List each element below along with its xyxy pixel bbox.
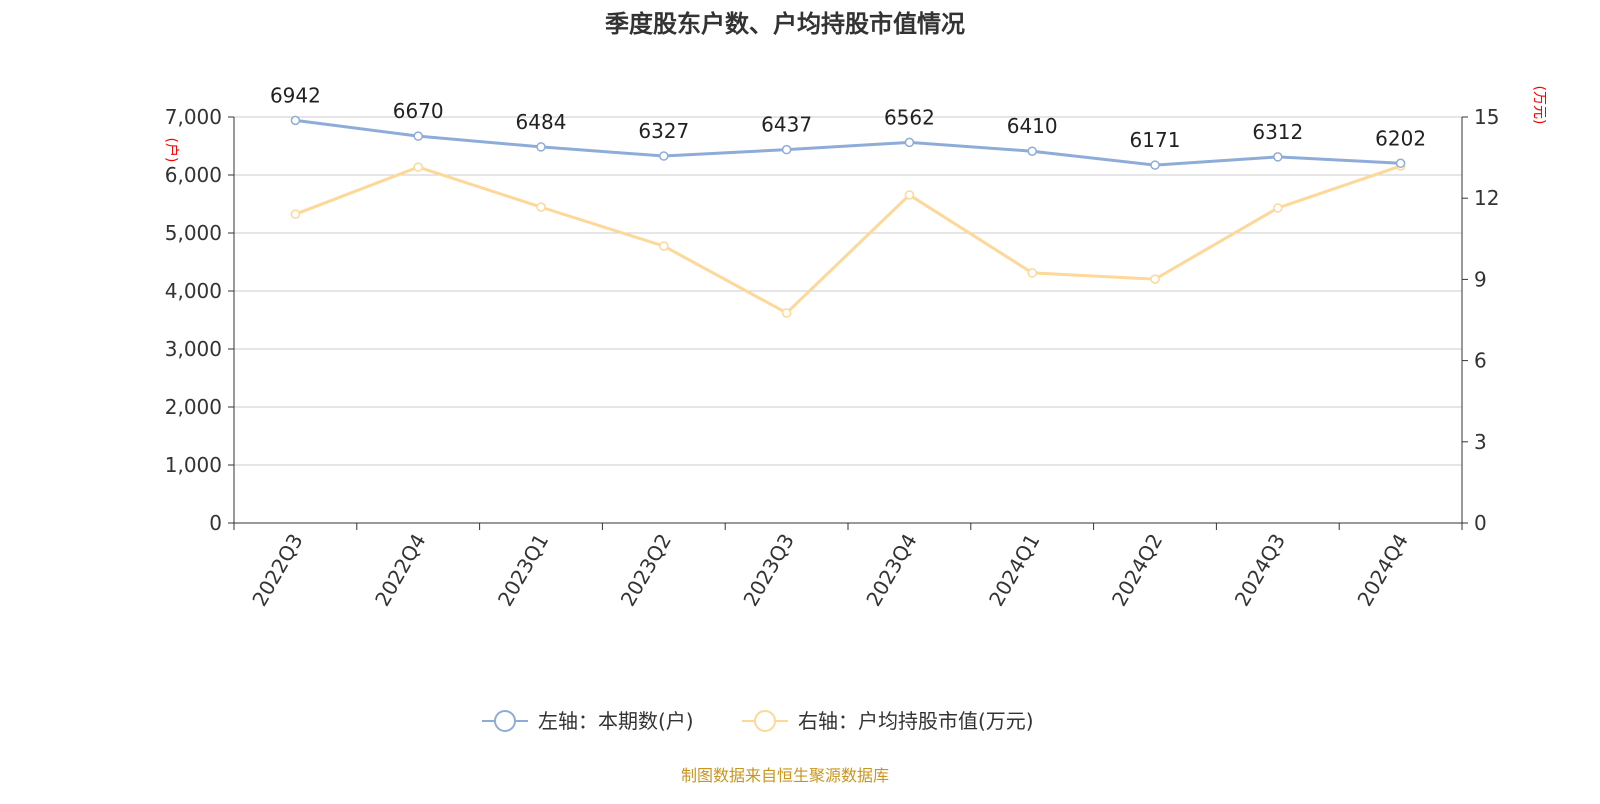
x-tick-label: 2022Q3	[247, 530, 307, 611]
right-tick-label: 9	[1474, 267, 1487, 291]
series-line	[295, 118, 1401, 167]
left-axis-label: (户)	[163, 138, 180, 163]
data-label: 6312	[1252, 120, 1303, 144]
right-tick-label: 6	[1474, 349, 1487, 373]
data-point	[904, 190, 915, 200]
data-point	[290, 209, 301, 219]
data-point	[413, 131, 423, 141]
x-tick-label: 2024Q3	[1230, 530, 1290, 611]
right-tick-label: 12	[1474, 186, 1499, 210]
data-point	[781, 308, 792, 318]
right-axis-label: (万元)	[1531, 86, 1547, 125]
data-label: 6437	[761, 113, 812, 137]
left-tick-label: 3,000	[165, 337, 222, 361]
left-tick-label: 4,000	[165, 279, 222, 303]
data-label: 6202	[1375, 126, 1426, 150]
x-tick-label: 2023Q1	[493, 530, 553, 611]
left-tick-label: 1,000	[165, 453, 222, 477]
x-tick-label: 2024Q4	[1352, 530, 1412, 611]
legend-label: 左轴：本期数(户)	[538, 709, 694, 733]
data-label: 6670	[393, 99, 444, 123]
x-tick-label: 2023Q2	[616, 530, 676, 611]
data-point	[1027, 268, 1037, 278]
data-point	[659, 151, 669, 161]
left-tick-label: 2,000	[165, 395, 222, 419]
left-tick-label: 5,000	[165, 221, 222, 245]
left-tick-label: 6,000	[165, 163, 222, 187]
x-tick-label: 2024Q1	[984, 530, 1044, 611]
legend-circle-icon	[754, 710, 776, 732]
series-line	[294, 164, 1402, 315]
legend-item[interactable]: 右轴：户均持股市值(万元)	[742, 709, 1034, 733]
data-label: 6942	[270, 83, 321, 107]
data-point	[904, 137, 915, 148]
data-point	[659, 241, 669, 251]
chart-title: 季度股东户数、户均持股市值情况	[605, 10, 965, 38]
data-point	[1273, 203, 1283, 213]
left-tick-label: 7,000	[165, 105, 222, 129]
data-point	[1027, 146, 1037, 156]
data-point	[1395, 158, 1406, 169]
x-tick-label: 2022Q4	[370, 530, 430, 611]
source-footer: 制图数据来自恒生聚源数据库	[681, 766, 889, 785]
legend-label: 右轴：户均持股市值(万元)	[798, 709, 1034, 733]
right-tick-label: 0	[1474, 511, 1487, 535]
data-point	[290, 115, 301, 126]
x-tick-label: 2023Q4	[861, 530, 921, 611]
data-point	[781, 144, 792, 155]
data-label: 6327	[638, 119, 689, 143]
data-label: 6484	[516, 110, 567, 134]
right-tick-label: 3	[1474, 430, 1487, 454]
data-point	[536, 202, 546, 212]
data-point	[1150, 160, 1160, 170]
data-point	[1150, 274, 1160, 284]
x-tick-label: 2024Q2	[1107, 530, 1167, 611]
data-label: 6562	[884, 105, 935, 129]
legend-item[interactable]: 左轴：本期数(户)	[482, 709, 694, 733]
legend-circle-icon	[494, 710, 516, 732]
data-point	[1273, 152, 1283, 162]
axes: 01,0002,0003,0004,0005,0006,0007,0000369…	[163, 86, 1547, 611]
data-label: 6410	[1007, 114, 1058, 138]
data-point	[413, 162, 423, 172]
right-tick-label: 15	[1474, 105, 1499, 129]
data-label: 6171	[1130, 128, 1181, 152]
data-point	[536, 142, 546, 152]
x-tick-label: 2023Q3	[738, 530, 798, 611]
series-group: 6942 6670 6484 6327 6437 6562 6410 6171 6312 6202	[270, 83, 1426, 318]
left-tick-label: 0	[209, 511, 222, 535]
legend: 左轴：本期数(户) 右轴：户均持股市值(万元)	[482, 709, 1034, 733]
